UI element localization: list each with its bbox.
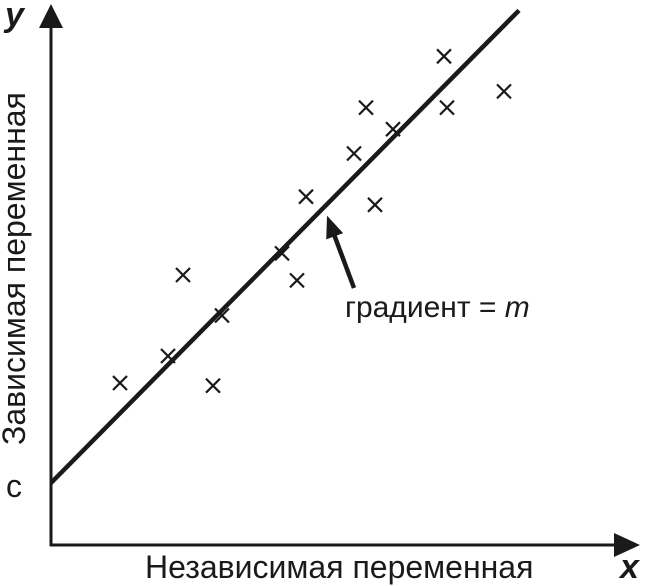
- data-point-2: [160, 348, 176, 364]
- data-point-4: [205, 377, 221, 394]
- data-point-1: [112, 375, 128, 391]
- data-point-8: [298, 188, 314, 205]
- x-axis-title: Независимая переменная: [145, 549, 533, 585]
- data-point-6: [274, 245, 290, 262]
- gradient-label: градиент = m: [345, 291, 530, 324]
- x-axis-arrow: [614, 533, 640, 557]
- data-point-11: [367, 197, 383, 213]
- x-axis-letter: x: [618, 548, 641, 586]
- y-axis-letter: y: [3, 0, 26, 34]
- fit-line: [49, 8, 521, 485]
- data-point-14: [439, 99, 455, 116]
- data-point-12: [385, 121, 401, 137]
- data-point-3: [175, 267, 191, 283]
- y-axis-title: Зависимая переменная: [0, 92, 32, 445]
- data-points: [112, 48, 512, 394]
- annotation-arrow-shaft: [330, 229, 357, 289]
- intercept-label: c: [6, 468, 22, 504]
- annotation: градиент = m: [326, 215, 530, 324]
- y-axis-arrow: [39, 4, 63, 28]
- data-point-10: [358, 99, 374, 116]
- data-point-15: [496, 83, 512, 100]
- data-point-5: [214, 307, 230, 324]
- axes: [39, 4, 640, 557]
- data-point-9: [346, 145, 362, 162]
- annotation-arrow-head: [326, 215, 344, 240]
- data-point-7: [289, 272, 305, 289]
- data-point-13: [436, 48, 452, 65]
- gradient-variable: m: [505, 291, 530, 324]
